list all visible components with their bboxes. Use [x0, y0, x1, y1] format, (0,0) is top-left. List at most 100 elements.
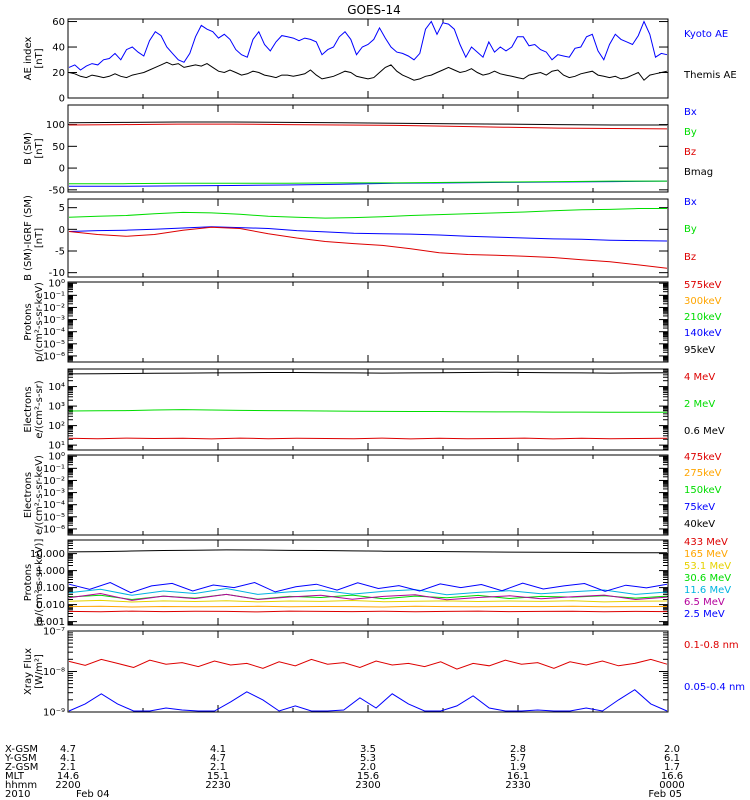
series-line-165-mev: [68, 605, 668, 608]
y-tick-label: 50: [52, 142, 65, 153]
y-tick-label: 10.000: [30, 549, 65, 560]
time-axis-value: 4.7: [210, 753, 226, 764]
panel-frame: [67, 104, 669, 193]
legend-entry: 300keV: [684, 296, 722, 307]
panel-2: 100 50 0 -50 B (SM) [nT] Bx By Bz Bmag: [23, 104, 713, 196]
time-axis-value: 3.5: [360, 744, 376, 755]
y-tick-label: 10⁻⁶: [43, 524, 65, 535]
legend-entry: 140keV: [684, 328, 722, 339]
y-tick-label: 10⁰: [48, 452, 65, 463]
panel-3: 5 0 -5 -10 B (SM)-IGRF (SM) [nT] Bx By Bz: [23, 195, 697, 281]
y-tick-label: 20: [52, 68, 65, 79]
legend-entry: Bx: [684, 107, 697, 118]
series-line-bx: [68, 226, 668, 242]
series-line-by: [68, 208, 667, 219]
legend-entry: By: [684, 224, 697, 235]
y-tick-label: 10⁻⁴: [43, 500, 65, 511]
legend-entry: 433 MeV: [684, 537, 728, 548]
series-line-4-mev: [68, 437, 668, 440]
y-tick-label: 0.100: [36, 583, 65, 594]
legend-entry: 0.6 MeV: [684, 426, 725, 437]
legend-entry: By: [684, 127, 697, 138]
y-tick-label: 0: [59, 225, 65, 236]
y-axis-label: Xray Flux: [23, 648, 34, 695]
legend-entry: 0.1-0.8 nm: [684, 640, 739, 651]
y-axis-label: AE index: [23, 37, 34, 81]
time-axis-value: 2.1: [210, 762, 226, 773]
time-axis-value: 15.6: [357, 771, 379, 782]
time-axis-value: Feb 05: [648, 789, 682, 800]
time-axis-labels: X-GSMY-GSMZ-GSMMLThhmm20104.74.12.114.62…: [4, 744, 685, 800]
y-axis-label: Protons: [23, 564, 34, 601]
time-axis-value: 2.1: [60, 762, 76, 773]
y-tick-label: 0.010: [36, 600, 65, 611]
panel-frame: [67, 630, 669, 713]
panel-frame: [67, 18, 669, 99]
y-axis-label: Electrons: [23, 386, 34, 432]
legend-entry: 165 MeV: [684, 549, 728, 560]
y-tick-label: -5: [55, 247, 65, 258]
legend-entry: 210keV: [684, 312, 722, 323]
y-tick-label: 0: [59, 94, 65, 105]
y-axis-unit: [nT]: [34, 138, 45, 158]
legend-entry: Themis AE: [683, 70, 737, 81]
y-tick-label: 60: [52, 17, 65, 28]
legend-entry: 475keV: [684, 452, 722, 463]
y-tick-label: 5: [59, 203, 65, 214]
series-line-by: [69, 180, 667, 185]
time-axis-value: 5.3: [360, 753, 376, 764]
y-tick-label: 40: [52, 43, 65, 54]
time-axis-value: 2.0: [360, 762, 376, 773]
time-axis-value: 6.1: [664, 753, 680, 764]
y-tick-label: 10⁻⁴: [43, 327, 65, 338]
panel-frame: [67, 198, 669, 278]
y-tick-label: 10⁴: [48, 382, 65, 393]
time-axis-value: 0000: [659, 780, 684, 791]
y-tick-label: 10⁻⁶: [43, 351, 65, 362]
legend-entry: 275keV: [684, 468, 722, 479]
time-axis-row-label: Y-GSM: [4, 753, 37, 764]
legend-entry: 2 MeV: [684, 399, 715, 410]
y-axis-label: Electrons: [23, 472, 34, 518]
legend-entry: 0.05-0.4 nm: [684, 682, 745, 693]
time-axis-value: 4.7: [60, 744, 76, 755]
y-axis-unit: [nT]: [34, 48, 45, 68]
legend-entry: Bz: [684, 147, 696, 158]
series-line-6-5-mev: [68, 592, 668, 601]
y-tick-label: 10⁻⁷: [43, 627, 65, 638]
y-tick-label: 10⁰: [48, 279, 65, 290]
time-axis-value: 16.6: [661, 771, 683, 782]
series-line-0-6-mev: [68, 371, 668, 375]
y-tick-label: 10⁻⁹: [43, 708, 65, 719]
time-axis-value: 14.6: [57, 771, 79, 782]
y-axis-unit: [W/m²]: [34, 654, 45, 689]
time-axis-value: 2.8: [510, 744, 526, 755]
y-tick-label: -10: [49, 268, 65, 279]
y-tick-label: 0: [59, 164, 65, 175]
time-axis-value: 1.7: [664, 762, 680, 773]
y-axis-label: Protons: [23, 303, 34, 340]
legend-entry: 6.5 MeV: [684, 597, 725, 608]
legend-entry: 2.5 MeV: [684, 609, 725, 620]
series-line-11-6-mev: [68, 587, 668, 596]
y-tick-label: 10⁻⁵: [43, 339, 65, 350]
time-axis-value: 4.1: [210, 744, 226, 755]
y-tick-label: 10²: [48, 421, 65, 432]
y-tick-label: 10⁻²: [43, 476, 65, 487]
y-tick-label: -50: [49, 185, 65, 196]
time-axis-row-label: MLT: [5, 771, 25, 782]
time-axis-row-label: X-GSM: [5, 744, 38, 755]
time-axis-value: 2200: [55, 780, 80, 791]
y-tick-label: 10⁻³: [43, 488, 65, 499]
series-line-bz: [68, 123, 668, 130]
time-axis-value: Feb 04: [76, 789, 110, 800]
panel-1: 60 40 20 0 AE index [nT] Kyoto AE Themis AE: [23, 17, 737, 104]
y-axis-unit: e/(cm²-s-sr): [34, 380, 45, 438]
series-line-0-05-0-4-nm: [68, 689, 668, 712]
figure-title: GOES-14: [347, 3, 401, 17]
y-axis-unit: p/(cm²-s-sr-keV): [34, 282, 45, 362]
legend-entry: 95keV: [684, 345, 715, 356]
legend-entry: 575keV: [684, 280, 722, 291]
